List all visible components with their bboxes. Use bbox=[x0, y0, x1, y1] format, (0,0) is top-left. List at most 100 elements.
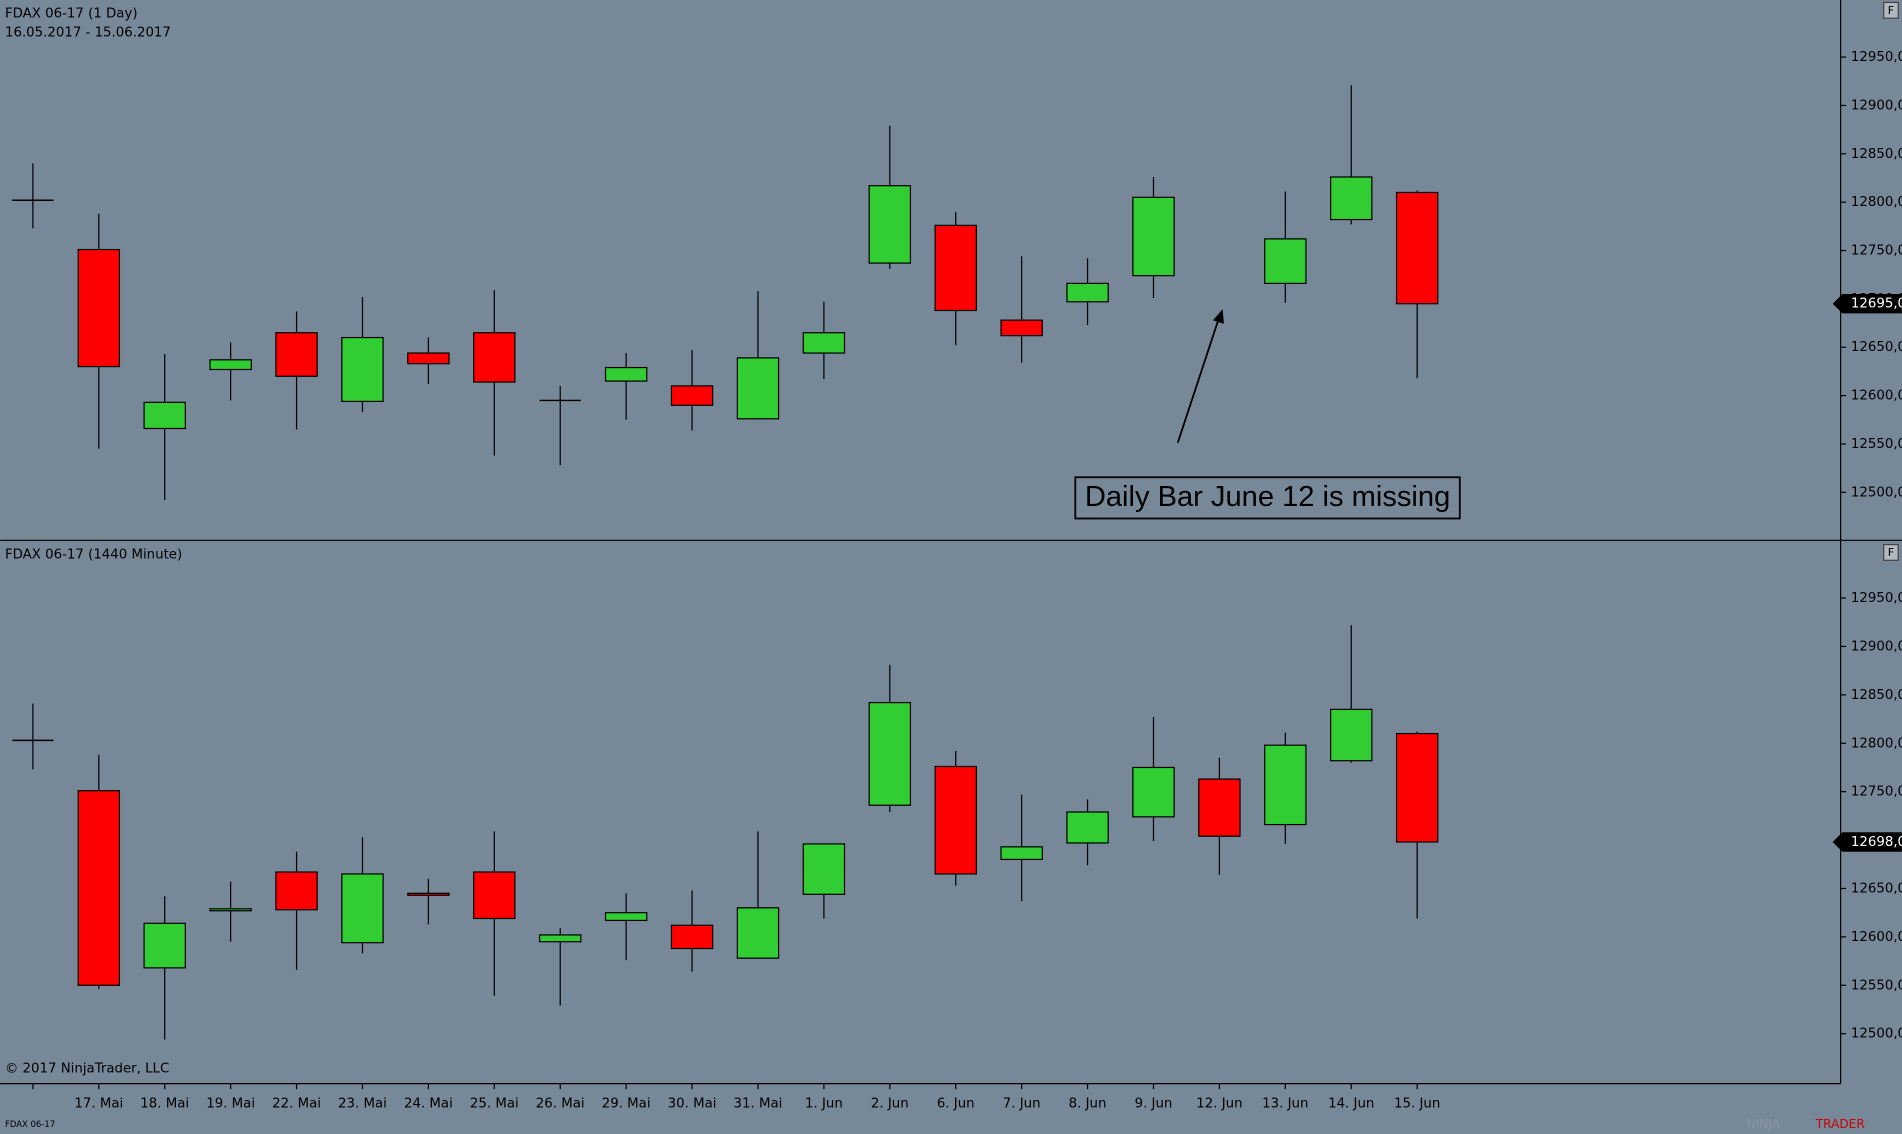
annotation-box bbox=[1074, 476, 1461, 520]
candle-body bbox=[1264, 744, 1307, 826]
candle-body bbox=[1330, 708, 1373, 762]
candle-body bbox=[670, 924, 714, 950]
x-tick-label: 19. Mai bbox=[206, 1097, 255, 1112]
x-tick-label: 29. Mai bbox=[602, 1097, 651, 1112]
x-tick-label: 31. Mai bbox=[734, 1097, 783, 1112]
x-tick-label: 15. Jun bbox=[1394, 1097, 1440, 1112]
candle-body bbox=[670, 385, 714, 406]
y-tick-label: 12500,0 bbox=[1851, 485, 1902, 500]
chart-title: FDAX 06-17 (1440 Minute) bbox=[5, 547, 182, 562]
button-label[interactable]: F bbox=[1888, 546, 1894, 559]
candle-body bbox=[341, 336, 384, 403]
y-tick-label: 12550,0 bbox=[1851, 437, 1902, 452]
annotation-text: Daily Bar June 12 is missing bbox=[1085, 481, 1450, 513]
x-tick-label: 23. Mai bbox=[338, 1097, 387, 1112]
y-tick-label: 12800,0 bbox=[1851, 195, 1902, 210]
price-marker-label: 12698,0 bbox=[1851, 835, 1902, 850]
candle-body bbox=[1132, 196, 1175, 277]
y-tick-label: 12600,0 bbox=[1851, 389, 1902, 404]
candle-body bbox=[1198, 778, 1241, 837]
candle-body bbox=[143, 922, 186, 969]
arrow-head bbox=[1212, 309, 1224, 324]
x-tick-label: 25. Mai bbox=[470, 1097, 519, 1112]
logo-right: TRADER bbox=[1815, 1117, 1866, 1131]
x-tick-label: 1. Jun bbox=[805, 1097, 843, 1112]
button-frame[interactable] bbox=[1883, 1, 1899, 19]
y-tick-label: 12950,0 bbox=[1851, 591, 1902, 606]
x-tick-label: 18. Mai bbox=[140, 1097, 189, 1112]
candle-body bbox=[1066, 282, 1109, 303]
x-tick-label: 2. Jun bbox=[871, 1097, 909, 1112]
panel-button[interactable]: F bbox=[1883, 543, 1899, 561]
candle-body bbox=[736, 907, 780, 959]
y-tick-label: 12850,0 bbox=[1851, 688, 1902, 703]
logo-left: NINJA bbox=[1747, 1117, 1781, 1131]
candle-body bbox=[1000, 846, 1043, 861]
price-marker bbox=[1832, 294, 1902, 314]
candle-body bbox=[275, 871, 318, 911]
y-tick-label: 12750,0 bbox=[1851, 244, 1902, 259]
y-tick-label: 12650,0 bbox=[1851, 340, 1902, 355]
y-tick-label: 12600,0 bbox=[1851, 930, 1902, 945]
candle-body bbox=[1264, 238, 1307, 285]
panel-button[interactable]: F bbox=[1883, 1, 1899, 19]
y-tick-label: 12800,0 bbox=[1851, 736, 1902, 751]
candle-body bbox=[407, 892, 450, 896]
candle-body bbox=[539, 934, 582, 943]
y-tick-label: 12500,0 bbox=[1851, 1027, 1902, 1042]
candle-body bbox=[934, 765, 977, 875]
x-tick-label: 30. Mai bbox=[668, 1097, 717, 1112]
candle-body bbox=[473, 332, 516, 383]
candle-body bbox=[341, 873, 384, 944]
x-tick-label: 6. Jun bbox=[937, 1097, 975, 1112]
chart-title: FDAX 06-17 (1 Day) bbox=[5, 6, 138, 21]
y-tick-label: 12900,0 bbox=[1851, 639, 1902, 654]
annotation-arrow bbox=[1176, 317, 1220, 443]
copyright: © 2017 NinjaTrader, LLC bbox=[5, 1062, 169, 1077]
candle-body bbox=[604, 912, 648, 922]
candle-body bbox=[868, 185, 912, 264]
x-tick-label: 8. Jun bbox=[1069, 1097, 1107, 1112]
candle-body bbox=[1395, 732, 1439, 843]
candle-body bbox=[802, 843, 846, 895]
candle-body bbox=[1066, 811, 1109, 844]
candle-body bbox=[209, 908, 252, 912]
candle-body bbox=[275, 332, 318, 377]
candle-body bbox=[1000, 319, 1043, 337]
candle-body bbox=[1132, 766, 1175, 818]
y-tick-label: 12750,0 bbox=[1851, 785, 1902, 800]
candle-body bbox=[604, 366, 648, 382]
button-frame[interactable] bbox=[1883, 543, 1899, 561]
y-tick-label: 12650,0 bbox=[1851, 881, 1902, 896]
candle-body bbox=[473, 871, 516, 920]
y-tick-label: 12950,0 bbox=[1851, 50, 1902, 65]
candle-body bbox=[143, 401, 186, 430]
y-tick-label: 12550,0 bbox=[1851, 978, 1902, 993]
chart-subtitle: 16.05.2017 - 15.06.2017 bbox=[5, 26, 171, 41]
x-tick-label: 14. Jun bbox=[1328, 1097, 1374, 1112]
candle-body bbox=[77, 790, 121, 986]
candle-body bbox=[802, 332, 846, 354]
annotation: Daily Bar June 12 is missing bbox=[1074, 309, 1461, 520]
price-marker bbox=[1832, 832, 1902, 852]
x-tick-label: 24. Mai bbox=[404, 1097, 453, 1112]
candle-body bbox=[934, 224, 977, 312]
candle-body bbox=[1330, 176, 1373, 221]
x-tick-label: 26. Mai bbox=[536, 1097, 585, 1112]
button-label[interactable]: F bbox=[1888, 4, 1894, 17]
x-tick-label: 9. Jun bbox=[1135, 1097, 1173, 1112]
x-tick-label: 12. Jun bbox=[1196, 1097, 1242, 1112]
y-tick-label: 12900,0 bbox=[1851, 98, 1902, 113]
candle-body bbox=[736, 357, 780, 420]
candle-body bbox=[209, 359, 252, 371]
x-tick-label: 13. Jun bbox=[1262, 1097, 1308, 1112]
y-tick-label: 12850,0 bbox=[1851, 147, 1902, 162]
x-tick-label: 22. Mai bbox=[272, 1097, 321, 1112]
price-marker-label: 12695,0 bbox=[1851, 297, 1902, 312]
candle-body bbox=[868, 701, 912, 806]
status-strip bbox=[0, 1113, 1902, 1134]
candle-body bbox=[407, 352, 450, 365]
